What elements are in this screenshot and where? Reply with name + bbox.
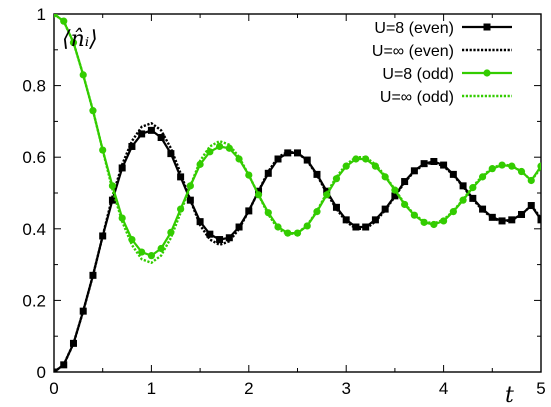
x-tick-label: 4 — [439, 379, 448, 398]
data-point — [147, 126, 155, 134]
data-point — [54, 368, 58, 372]
axis-ticks — [53, 13, 542, 373]
series-line — [54, 129, 541, 372]
x-tick-label: 3 — [341, 379, 350, 398]
data-point — [128, 235, 136, 244]
legend-marker — [483, 69, 491, 77]
y-tick-label: 0.4 — [22, 220, 46, 239]
data-point — [138, 130, 146, 138]
data-point — [196, 218, 204, 226]
data-point — [498, 161, 506, 169]
series-line — [54, 121, 541, 372]
legend-label: U=8 (odd) — [382, 66, 454, 83]
legend-label: U=8 (even) — [374, 20, 454, 37]
data-point — [527, 176, 535, 185]
data-point — [167, 150, 175, 158]
y-tick-label: 0.8 — [22, 77, 46, 96]
legend-marker — [483, 23, 491, 31]
x-tick-label: 2 — [244, 379, 253, 398]
data-point — [488, 213, 496, 221]
data-point — [225, 234, 233, 242]
data-point — [498, 217, 506, 225]
data-point — [303, 156, 311, 164]
data-point — [362, 223, 370, 231]
series-0 — [54, 126, 541, 372]
data-point — [342, 216, 350, 224]
legend-label: U=∞ (odd) — [380, 89, 454, 106]
data-point — [537, 216, 541, 224]
data-point — [225, 144, 233, 152]
data-point — [157, 244, 165, 253]
data-point — [196, 160, 204, 168]
y-tick-label: 0.2 — [22, 291, 46, 310]
data-point — [537, 162, 541, 170]
data-point — [352, 155, 360, 163]
data-point — [216, 236, 224, 244]
data-point — [177, 173, 185, 181]
data-point — [99, 146, 107, 154]
data-point — [469, 194, 477, 202]
y-tick-label: 1 — [37, 5, 46, 24]
series-1 — [54, 121, 541, 372]
y-tick-label: 0.6 — [22, 148, 46, 167]
series-2 — [54, 14, 541, 260]
data-point — [410, 167, 418, 175]
data-point — [420, 160, 428, 168]
x-tick-label: 0 — [49, 379, 58, 398]
data-point — [128, 142, 136, 150]
y-tick-label: 0 — [37, 363, 46, 382]
legend-label: U=∞ (even) — [372, 43, 454, 60]
data-point — [274, 155, 282, 163]
data-point — [147, 252, 155, 260]
data-point — [215, 142, 224, 151]
data-point — [294, 149, 301, 157]
data-point — [352, 223, 360, 231]
data-point — [99, 232, 107, 240]
x-tick-label: 1 — [147, 379, 156, 398]
data-point — [206, 148, 214, 156]
tick-labels: 0 1 2 3 4 5 0 0.2 0.4 0.6 0.8 1 — [22, 5, 545, 398]
data-point — [167, 228, 175, 236]
x-tick-label: 5 — [536, 379, 545, 398]
series-group — [54, 14, 541, 372]
series-3 — [54, 14, 541, 264]
series-line — [54, 14, 541, 264]
data-point — [138, 248, 146, 256]
legend: U=8 (even) U=∞ (even) U=8 (odd) U=∞ (odd) — [372, 20, 512, 106]
data-point — [527, 202, 535, 210]
data-point — [157, 134, 165, 142]
data-point — [206, 230, 214, 238]
y-axis-label: ⟨n̂ᵢ⟩ — [62, 27, 98, 52]
x-axis-label: t — [505, 383, 514, 407]
